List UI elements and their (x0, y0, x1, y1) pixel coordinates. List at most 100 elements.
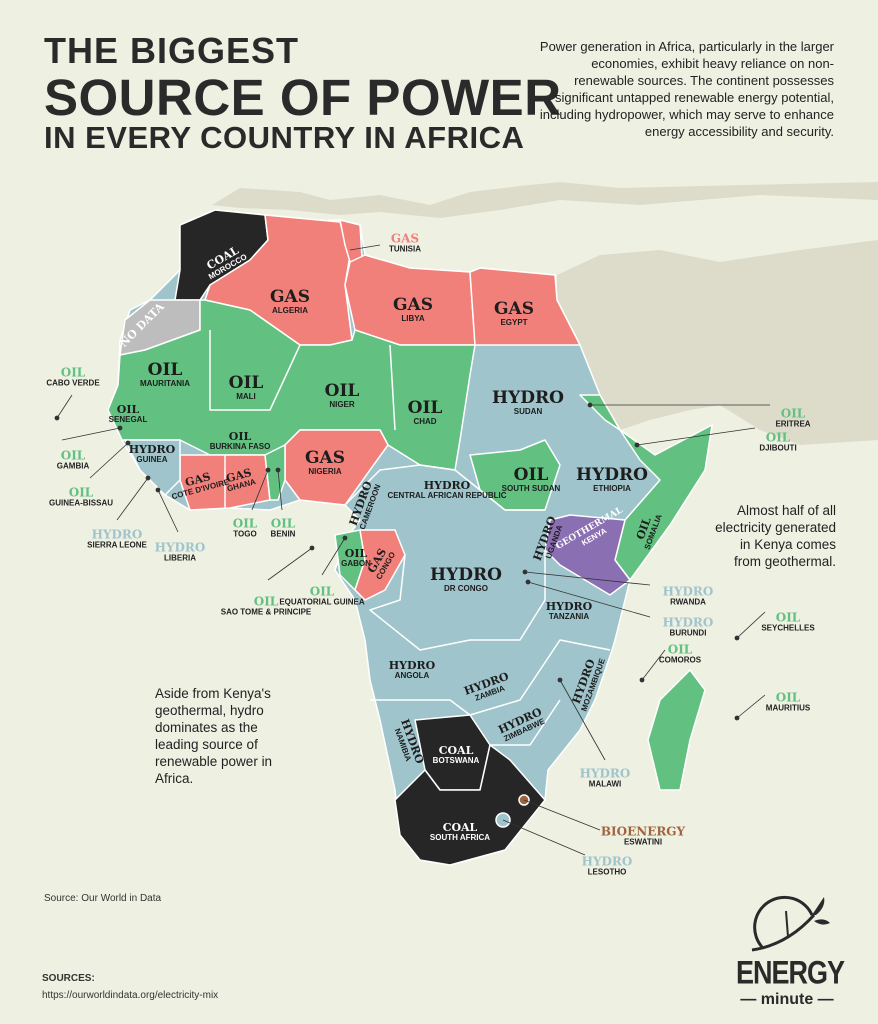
label-egypt: GAS EGYPT (494, 301, 534, 327)
country-name: EQUATORIAL GUINEA (279, 597, 365, 607)
label-senegal: OIL SENEGAL (109, 404, 148, 424)
label-sierra-leone: HYDRO SIERRA LEONE (87, 529, 147, 550)
kenya-note: Almost half of all electricity generated… (715, 503, 836, 569)
source-label: HYDRO (154, 540, 206, 555)
country-name: TANZANIA (548, 612, 590, 621)
country-name: SAO TOME & PRINCIPE (220, 607, 312, 617)
country-name: ANGOLA (394, 671, 430, 680)
sahel-borders (209, 330, 301, 411)
country-kenya[interactable] (544, 514, 631, 596)
hydro-note: Aside from Kenya's geothermal, hydro dom… (155, 686, 273, 786)
country-name: EGYPT (500, 318, 528, 327)
title-line-3: IN EVERY COUNTRY IN AFRICA (44, 120, 525, 155)
country-name: SOUTH AFRICA (429, 833, 491, 842)
label-mali: OIL MALI (229, 375, 264, 401)
source-label: OIL (253, 594, 279, 609)
country-name: LIBERIA (164, 553, 196, 563)
country-name: LESOTHO (587, 867, 627, 877)
country-name: ETHIOPIA (593, 484, 631, 493)
label-seychelles: OIL SEYCHELLES (761, 612, 814, 633)
source-note: Source: Our World in Data (44, 893, 162, 904)
country-name: SUDAN (513, 407, 543, 416)
country-name: BURUNDI (669, 628, 707, 638)
label-central-african-republic: HYDRO CENTRAL AFRICAN REPUBLIC (387, 480, 506, 500)
country-name: ERITREA (775, 419, 811, 429)
title-line-2: SOURCE OF POWER (44, 69, 562, 126)
source-label: OIL (775, 610, 801, 625)
source-label: OIL (232, 516, 258, 531)
label-algeria: GAS ALGERIA (270, 289, 310, 315)
country-name: SEYCHELLES (761, 623, 815, 633)
label-eritrea: OIL ERITREA (775, 408, 810, 429)
country-name: MALAWI (588, 779, 622, 789)
label-eswatini: BIOENERGY ESWATINI (601, 826, 685, 847)
source-label: OIL (147, 360, 183, 380)
label-tanzania: HYDRO TANZANIA (546, 601, 593, 621)
country-madagascar[interactable] (647, 669, 706, 791)
source-label: OIL (68, 485, 94, 500)
source-label: COAL (438, 744, 474, 757)
title-line-1: THE BIGGEST (44, 30, 300, 71)
label-lesotho: HYDRO LESOTHO (582, 856, 633, 877)
source-label: HYDRO (662, 615, 714, 630)
label-dr-congo: HYDRO DR CONGO (430, 567, 502, 593)
source-label: HYDRO (581, 854, 633, 869)
source-label: OIL (780, 406, 806, 421)
country-name: CENTRAL AFRICAN REPUBLIC (387, 491, 507, 500)
country-name: BURKINA FASO (209, 442, 271, 451)
source-label: HYDRO (423, 479, 471, 492)
source-label: OIL (667, 642, 693, 657)
country-name: NIGER (329, 400, 355, 409)
country-name: BOTSWANA (432, 756, 480, 765)
country-name: SENEGAL (108, 415, 148, 424)
country-name: LIBYA (401, 314, 425, 323)
label-nigeria: GAS NIGERIA (305, 450, 345, 476)
label-chad: OIL CHAD (408, 400, 443, 426)
sources-link[interactable]: https://ourworldindata.org/electricity-m… (42, 990, 219, 1001)
label-liberia: HYDRO LIBERIA (155, 542, 206, 563)
source-label: GAS (494, 299, 534, 319)
label-libya: GAS LIBYA (393, 297, 433, 323)
country-name: MAURITIUS (765, 703, 811, 713)
source-label: OIL (344, 547, 368, 560)
label-malawi: HYDRO MALAWI (580, 768, 631, 789)
label-ethiopia: HYDRO ETHIOPIA (576, 467, 648, 493)
country-nigeria[interactable] (284, 429, 389, 506)
country-name: ALGERIA (272, 306, 308, 315)
country-name: TOGO (233, 529, 257, 539)
source-label: OIL (309, 584, 335, 599)
label-rwanda: HYDRO RWANDA (663, 586, 714, 607)
source-label: GAS (270, 287, 310, 307)
label-mauritania: OIL MAURITANIA (140, 362, 190, 388)
logo-word-energy: ENERGY (736, 954, 845, 991)
country-south-africa[interactable] (394, 744, 546, 866)
label-burundi: HYDRO BURUNDI (663, 617, 714, 638)
source-label: HYDRO (128, 443, 176, 456)
country-guinea[interactable] (124, 439, 181, 496)
gauge-leaf-icon (751, 895, 830, 952)
country-name: ESWATINI (623, 837, 663, 847)
label-djibouti: OIL DJIBOUTI (759, 432, 796, 453)
label-cabo-verde: OIL CABO VERDE (46, 367, 99, 388)
label-benin: OIL BENIN (271, 518, 296, 539)
country-congo[interactable] (354, 529, 406, 601)
niger-chad-border (389, 344, 396, 431)
label-equatorial-guinea: OIL EQUATORIAL GUINEA (279, 586, 364, 607)
label-burkina-faso: OIL BURKINA FASO (210, 431, 271, 451)
sources-heading: SOURCES: (42, 973, 95, 984)
source-label: BIOENERGY (600, 824, 686, 839)
country-name: COMOROS (658, 655, 702, 665)
label-gabon: OIL GABON (341, 548, 371, 568)
label-comoros: OIL COMOROS (659, 644, 701, 665)
source-label: OIL (775, 690, 801, 705)
label-tunisia: GAS TUNISIA (389, 233, 421, 254)
country-name: TUNISIA (389, 244, 421, 254)
country-name: MAURITANIA (139, 379, 191, 388)
source-label: HYDRO (576, 465, 648, 485)
source-label: HYDRO (662, 584, 714, 599)
source-label: OIL (765, 430, 791, 445)
country-name: RWANDA (670, 597, 706, 607)
logo-word-minute: — minute — (740, 991, 834, 1008)
label-botswana: COAL BOTSWANA (433, 745, 480, 765)
